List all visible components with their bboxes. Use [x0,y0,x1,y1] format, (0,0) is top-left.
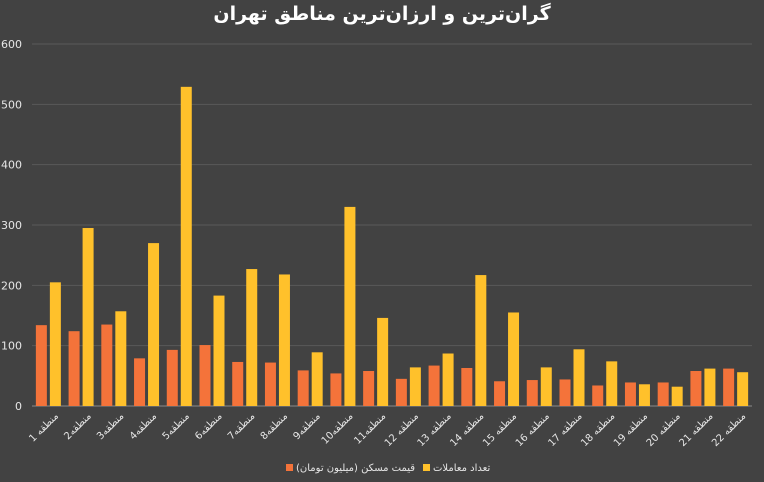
x-tick-label: منطقه5 [161,411,192,442]
bar-transactions [344,206,356,406]
bar-transactions [606,361,618,406]
bar-price [68,331,80,406]
y-tick-label: 400 [1,159,22,172]
bar-transactions [475,275,487,406]
y-tick-label: 500 [1,98,22,111]
bar-transactions [213,295,225,406]
bar-price [526,380,538,406]
bar-transactions [737,372,749,406]
legend-swatch-price [286,464,293,471]
y-tick-label: 200 [1,279,22,292]
x-tick-label: منطقه 15 [481,411,519,449]
bar-transactions [49,282,61,406]
bar-transactions [442,353,454,406]
y-axis-ticks: 0 100 200 300 400 500 600 [1,38,22,413]
x-tick-label: منطقه7 [226,411,257,442]
x-tick-label: منطقه 12 [383,411,421,449]
chart-title: گران‌ترین و ارزان‌ترین مناطق تهران [213,2,551,25]
x-tick-label: منطقه 17 [547,411,585,449]
bar-transactions [246,269,258,406]
x-tick-label: منطقه 20 [645,411,683,449]
y-tick-label: 100 [1,340,22,353]
bar-price [330,373,342,406]
y-tick-label: 300 [1,219,22,232]
bar-transactions [540,367,552,406]
y-tick-label: 600 [1,38,22,51]
bar-price [199,345,211,406]
x-tick-label: منطقه6 [193,411,224,442]
bar-price [297,370,309,406]
x-tick-label: منطقه8 [259,411,290,442]
x-tick-label: منطقه3 [95,411,126,442]
legend-label-transactions: تعداد معاملات [433,463,490,474]
x-tick-label: منطقه10 [320,411,356,447]
x-tick-label: منطقه 21 [677,411,715,449]
bar-transactions [638,384,650,406]
legend-label-price: قیمت مسکن (میلیون تومان) [296,463,415,474]
bar-transactions [278,274,290,406]
bar-price [264,362,276,406]
bar-price [723,368,735,406]
bar-price [35,325,47,406]
bar-price [592,385,604,406]
gridlines [32,43,752,407]
bar-transactions [82,228,94,406]
bar-price [461,367,473,406]
bar-transactions [573,349,585,406]
bar-transactions [409,367,421,406]
bar-transactions [704,368,716,406]
x-tick-label: منطقه4 [128,411,159,442]
bar-price [428,365,440,406]
bar-transactions [671,386,683,406]
x-tick-label: منطقه 14 [448,411,486,449]
x-tick-label: منطقه 16 [514,411,552,449]
bar-transactions [508,312,520,406]
bar-price [494,381,506,406]
y-tick-label: 0 [15,400,22,413]
legend: قیمت مسکن (میلیون تومان) تعداد معاملات [286,463,490,474]
bar-price [624,382,636,406]
x-axis-ticks: منطقه 1 منطقه2 منطقه3 منطقه4 منطقه5 منطقه6 منط… [27,411,748,449]
bar-price [166,349,178,406]
bar-transactions [115,311,127,406]
bar-transactions [311,352,323,406]
bar-price [134,358,146,406]
bars [35,86,749,406]
bar-transactions [180,86,192,406]
x-tick-label: منطقه 19 [612,411,650,449]
bar-price [363,371,375,406]
bar-price [232,361,244,406]
bar-price [690,371,702,406]
x-tick-label: منطقه 22 [710,411,748,449]
x-tick-label: منطقه 18 [579,411,617,449]
legend-swatch-transactions [423,464,430,471]
bar-transactions [148,243,160,406]
bar-transactions [377,317,389,406]
bar-price [657,382,669,406]
x-tick-label: منطقه 13 [416,411,454,449]
bar-price [559,379,571,406]
bar-price [395,378,407,406]
bar-price [101,324,113,406]
x-tick-label: منطقه2 [62,411,93,442]
x-tick-label: منطقه9 [291,411,322,442]
x-tick-label: منطقه 1 [27,411,61,445]
